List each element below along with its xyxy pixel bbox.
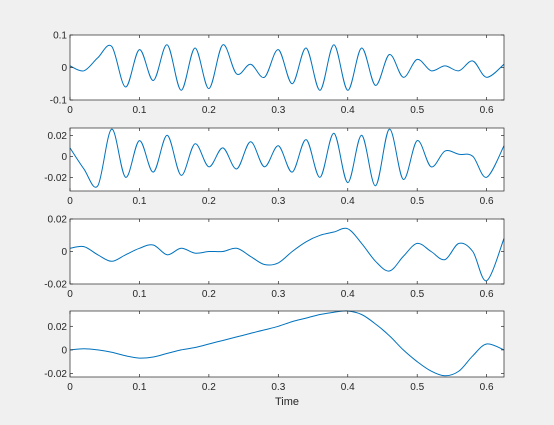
x-tick-label: 0.4 bbox=[341, 196, 355, 207]
x-tick-label: 0.5 bbox=[410, 105, 424, 116]
x-tick-label: 0.2 bbox=[202, 382, 216, 393]
y-tick-label: 0.1 bbox=[53, 31, 67, 42]
x-tick-label: 0.3 bbox=[271, 382, 285, 393]
x-tick-label: 0.1 bbox=[132, 105, 146, 116]
plot-area bbox=[70, 35, 504, 100]
series-line-1 bbox=[69, 128, 505, 188]
y-tick-label: -0.1 bbox=[50, 96, 68, 107]
x-tick-label: 0.4 bbox=[341, 289, 355, 300]
axes-box bbox=[69, 310, 505, 378]
x-tick-label: 0 bbox=[67, 196, 73, 207]
x-tick-label: 0.6 bbox=[480, 382, 494, 393]
y-tick-label: 0 bbox=[61, 152, 67, 163]
x-tick-label: 0.2 bbox=[202, 289, 216, 300]
subplot-1: 0 0.1 0.2 0.3 0.4 0.5 0.6-0.100.1 bbox=[50, 31, 505, 116]
x-tick-label: 0.2 bbox=[202, 196, 216, 207]
x-tick-label: 0.4 bbox=[341, 382, 355, 393]
x-tick-label: 0 bbox=[67, 289, 73, 300]
y-tick-label: -0.02 bbox=[44, 369, 67, 380]
x-tick-label: 0.5 bbox=[410, 196, 424, 207]
y-tick-label: 0 bbox=[61, 345, 67, 356]
x-tick-label: 0.6 bbox=[480, 289, 494, 300]
series-line-1 bbox=[69, 44, 505, 91]
x-tick-label: 0.3 bbox=[271, 105, 285, 116]
axes-layer: 0 0.1 0.2 0.3 0.4 0.5 0.6-0.100.10 0.1 0.2 0.3 0.4… bbox=[44, 31, 505, 408]
x-tick-label: 0.1 bbox=[132, 196, 146, 207]
y-tick-label: 0.02 bbox=[48, 215, 68, 226]
y-tick-label: -0.02 bbox=[44, 280, 67, 291]
x-tick-label: 0.2 bbox=[202, 105, 216, 116]
y-tick-label: 0 bbox=[61, 247, 67, 258]
plot-area bbox=[70, 219, 504, 284]
plot-area bbox=[70, 128, 504, 191]
x-tick-label: 0 bbox=[67, 382, 73, 393]
x-tick-label: 0.3 bbox=[271, 196, 285, 207]
x-tick-label: 0.1 bbox=[132, 289, 146, 300]
y-tick-label: 0.02 bbox=[48, 131, 68, 142]
x-tick-label: 0.4 bbox=[341, 105, 355, 116]
x-axis-title: Time bbox=[275, 396, 299, 408]
x-tick-label: 0.6 bbox=[480, 105, 494, 116]
y-tick-label: 0 bbox=[61, 63, 67, 74]
y-tick-label: -0.02 bbox=[44, 173, 67, 184]
x-tick-label: 0.3 bbox=[271, 289, 285, 300]
x-tick-label: 0.5 bbox=[410, 289, 424, 300]
series-line-1 bbox=[69, 227, 505, 282]
axes-box bbox=[69, 127, 505, 192]
x-tick-label: 0.6 bbox=[480, 196, 494, 207]
x-tick-label: 0.5 bbox=[410, 382, 424, 393]
y-tick-label: 0.02 bbox=[48, 322, 68, 333]
series-line-1 bbox=[69, 310, 505, 377]
plot-area bbox=[70, 311, 504, 377]
subplot-2: 0 0.1 0.2 0.3 0.4 0.5 0.6 -0.02 0 0.02 bbox=[44, 127, 505, 207]
x-tick-label: 0.1 bbox=[132, 382, 146, 393]
x-tick-label: 0 bbox=[67, 105, 73, 116]
